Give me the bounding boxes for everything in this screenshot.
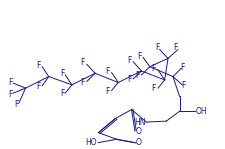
Text: F: F bbox=[14, 100, 19, 109]
Text: F: F bbox=[81, 58, 85, 67]
Text: F: F bbox=[81, 78, 85, 87]
Text: OH: OH bbox=[195, 107, 207, 116]
Text: F: F bbox=[9, 90, 13, 98]
Text: O: O bbox=[136, 138, 142, 147]
Text: HO: HO bbox=[86, 138, 97, 147]
Text: F: F bbox=[137, 52, 141, 61]
Text: F: F bbox=[152, 84, 156, 93]
Text: F: F bbox=[37, 82, 41, 91]
Text: F: F bbox=[106, 87, 110, 96]
Text: F: F bbox=[128, 75, 132, 84]
Text: F: F bbox=[155, 43, 159, 52]
Text: F: F bbox=[152, 65, 156, 73]
Text: F: F bbox=[173, 43, 178, 52]
Text: HN: HN bbox=[134, 118, 145, 127]
Text: F: F bbox=[128, 56, 132, 65]
Text: F: F bbox=[60, 69, 64, 78]
Text: F: F bbox=[135, 71, 140, 80]
Text: F: F bbox=[37, 61, 41, 70]
Text: F: F bbox=[181, 63, 185, 72]
Text: F: F bbox=[182, 81, 186, 90]
Text: F: F bbox=[60, 89, 64, 98]
Text: F: F bbox=[106, 67, 110, 76]
Text: O: O bbox=[136, 127, 142, 135]
Text: F: F bbox=[9, 78, 13, 87]
